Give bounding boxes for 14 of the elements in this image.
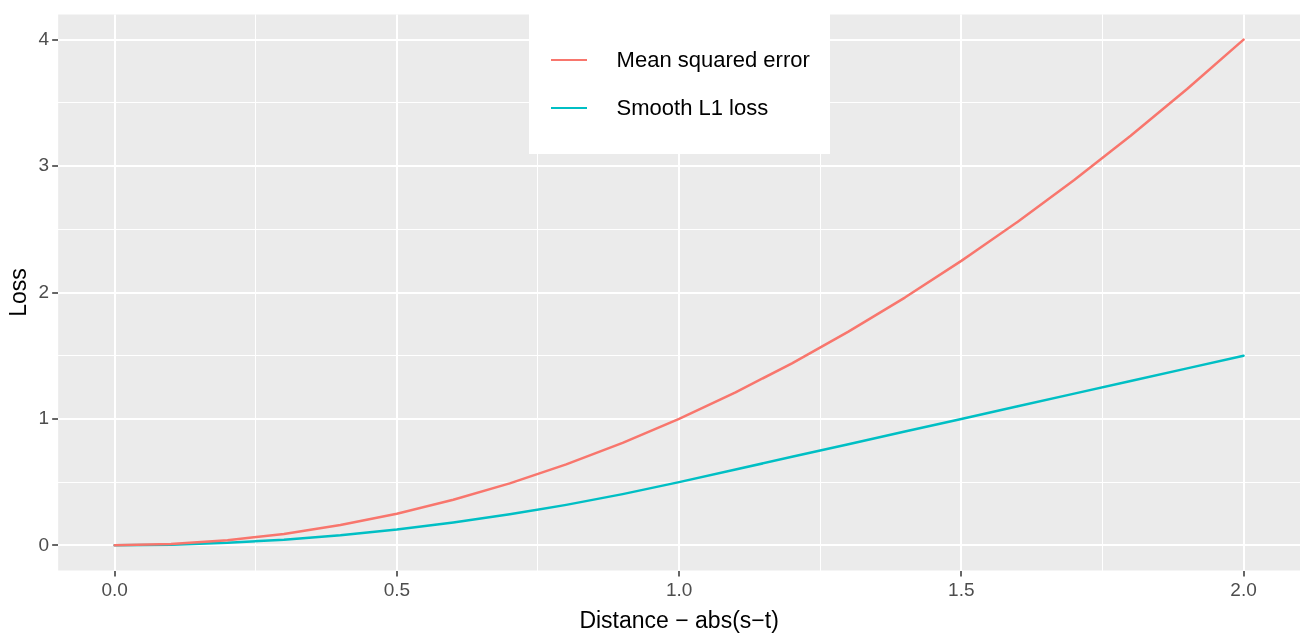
y-tick-label: 2: [38, 280, 50, 302]
legend-label: Mean squared error: [616, 47, 810, 74]
y-axis-title: Loss: [5, 268, 32, 317]
x-tick-label: 0.0: [101, 579, 128, 601]
y-tick-label: 3: [38, 154, 50, 176]
x-tick-label: 0.5: [383, 579, 411, 601]
x-tick-label: 2.0: [1230, 579, 1257, 601]
x-axis-title: Distance − abs(s−t): [579, 606, 779, 633]
y-tick-label: 0: [38, 533, 50, 555]
y-tick-label: 4: [38, 27, 50, 49]
legend-label: Smooth L1 loss: [616, 95, 769, 122]
x-tick-label: 1.0: [665, 579, 693, 601]
y-tick-label: 1: [38, 407, 50, 429]
x-tick-label: 1.5: [948, 579, 975, 601]
